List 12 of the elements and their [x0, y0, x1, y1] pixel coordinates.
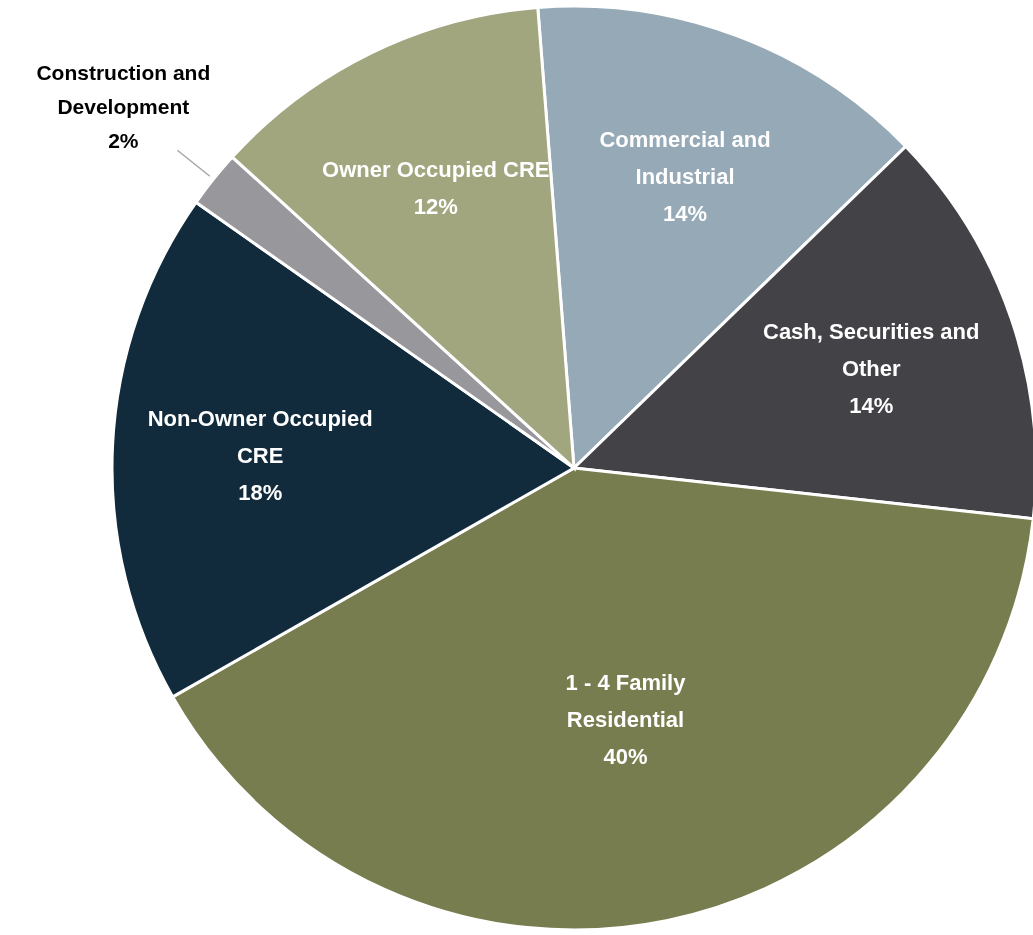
slice-label: Commercial and Industrial: [599, 127, 771, 190]
data-label: 40%: [603, 743, 648, 769]
data-label: 12%: [413, 194, 458, 220]
slice-label: Construction and Development: [36, 60, 211, 118]
data-label: 2%: [108, 128, 139, 152]
data-label: 18%: [238, 480, 283, 506]
slice-label: Non-Owner Occupied CRE: [147, 406, 373, 469]
data-label: 14%: [849, 393, 894, 419]
slice-label: 1 - 4 Family Residential: [565, 669, 687, 732]
data-label: 14%: [663, 201, 708, 227]
slice-label: Owner Occupied CRE: [322, 157, 550, 183]
slice-label: Cash, Securities and Other: [763, 319, 980, 382]
